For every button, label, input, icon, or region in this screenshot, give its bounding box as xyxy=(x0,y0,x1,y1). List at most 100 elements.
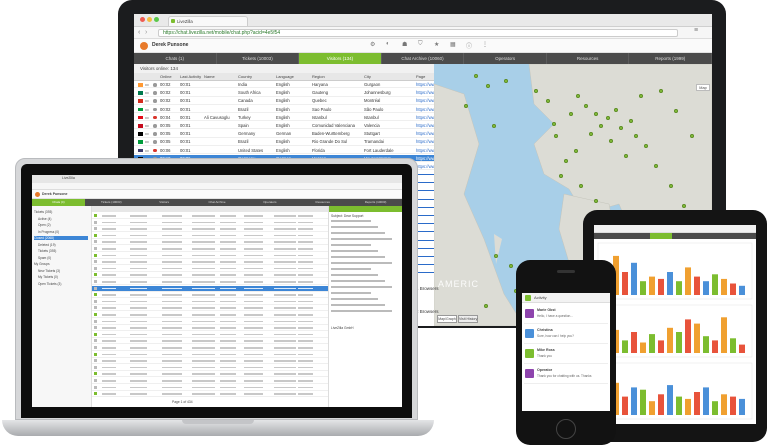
laptop-nav-tab[interactable]: Tickets (10003) xyxy=(101,200,122,204)
visitor-marker[interactable] xyxy=(594,199,598,203)
column-header[interactable]: Page xyxy=(416,74,426,79)
visitor-marker[interactable] xyxy=(464,104,468,108)
nav-tab[interactable]: Chats (1) xyxy=(134,53,217,64)
minimize-window-icon[interactable] xyxy=(147,17,152,22)
chat-bubble-icon[interactable]: ▭ xyxy=(145,131,149,137)
visitor-marker[interactable] xyxy=(669,184,673,188)
ticket-row[interactable] xyxy=(92,312,328,318)
ticket-row[interactable] xyxy=(92,338,328,345)
laptop-nav-tab[interactable]: Chat Archive xyxy=(208,200,226,204)
visitor-marker[interactable] xyxy=(484,304,488,308)
visitor-marker[interactable] xyxy=(552,122,556,126)
page-link[interactable] xyxy=(416,182,434,184)
cell-page[interactable]: https://www.livezilla.n xyxy=(416,90,434,96)
nav-tab[interactable]: Resources xyxy=(547,53,630,64)
cell-page[interactable]: https://www.livezilla.n xyxy=(416,139,434,145)
visitor-marker[interactable] xyxy=(546,99,550,103)
tree-item[interactable]: My Tickets (0) xyxy=(38,275,58,279)
ticket-row[interactable] xyxy=(92,332,328,338)
cell-page[interactable]: https://www.livezilla.n xyxy=(416,155,434,161)
visitor-marker[interactable] xyxy=(659,89,663,93)
page-link[interactable] xyxy=(416,198,434,200)
cell-page[interactable]: https://www.livezilla.n xyxy=(416,131,434,137)
visitor-marker[interactable] xyxy=(564,159,568,163)
visitor-marker[interactable] xyxy=(474,74,478,78)
visitor-marker[interactable] xyxy=(584,104,588,108)
visitor-marker[interactable] xyxy=(654,164,658,168)
visitor-row[interactable]: ▭ 00:05 00:01 Brazil English Rio Grande Do Su… xyxy=(134,138,434,146)
laptop-nav-tab[interactable]: Visitors xyxy=(159,200,170,204)
visitor-row[interactable]: ▭ 00:02 00:01 Canada English Quebec Montréal ht… xyxy=(134,97,434,105)
column-header[interactable]: City xyxy=(364,74,371,79)
tree-item[interactable]: Open (2) xyxy=(38,223,51,227)
ticket-row[interactable] xyxy=(92,246,328,252)
visitor-marker[interactable] xyxy=(619,126,623,130)
visitor-marker[interactable] xyxy=(534,89,538,93)
laptop-nav-tab[interactable]: Resources xyxy=(315,200,330,204)
tablet-active-tab[interactable] xyxy=(650,233,672,239)
laptop-address-bar[interactable] xyxy=(32,183,402,190)
ticket-row[interactable] xyxy=(92,365,328,371)
tree-item[interactable]: Deleted (19) xyxy=(38,242,56,247)
page-link[interactable] xyxy=(416,239,434,241)
ticket-row[interactable] xyxy=(92,213,328,219)
tree-item[interactable]: Tickets (393) xyxy=(38,249,57,253)
visitor-marker[interactable] xyxy=(559,174,563,178)
cell-page[interactable]: https://www.livezilla.n xyxy=(416,123,434,128)
ticket-row[interactable] xyxy=(92,226,328,233)
cell-page[interactable]: https://www.livezilla.n xyxy=(416,98,434,104)
tree-item[interactable]: New Tickets (3) xyxy=(38,268,60,273)
map-button[interactable]: Map xyxy=(696,84,710,91)
visitor-marker[interactable] xyxy=(614,108,618,112)
ticket-row[interactable] xyxy=(92,385,328,391)
visitor-row[interactable]: ▭ 00:02 00:01 Brazil English Sao Paulo São Pau… xyxy=(134,106,434,113)
page-link[interactable] xyxy=(416,272,434,274)
users-icon[interactable]: ☗ xyxy=(402,42,408,48)
column-header[interactable]: Name xyxy=(204,74,215,79)
laptop-nav-tab[interactable]: Operators xyxy=(263,200,277,204)
visitor-marker[interactable] xyxy=(639,94,643,98)
cell-page[interactable]: https://www.livezilla.n xyxy=(416,147,434,153)
visitor-marker[interactable] xyxy=(569,112,573,116)
settings-icon[interactable]: ⚙ xyxy=(370,42,376,48)
info-icon[interactable]: ⓘ xyxy=(466,44,473,50)
ticket-row[interactable] xyxy=(92,358,328,365)
tree-item[interactable]: My Groups xyxy=(34,262,50,266)
tree-item[interactable]: Tickets (393) xyxy=(34,210,53,214)
chat-bubble-icon[interactable]: ▭ xyxy=(145,98,149,104)
nav-tab[interactable]: Visitors (134) xyxy=(299,53,382,64)
visitor-marker[interactable] xyxy=(629,119,633,123)
visitor-marker[interactable] xyxy=(554,134,558,138)
chat-bubble-icon[interactable]: ▭ xyxy=(145,90,149,96)
visitor-marker[interactable] xyxy=(690,134,694,138)
cell-page[interactable]: https://www.livezilla.n xyxy=(416,82,434,87)
tablet-home-button[interactable] xyxy=(668,427,678,433)
visitor-marker[interactable] xyxy=(574,149,578,153)
cell-page[interactable]: https://www.livezilla.n xyxy=(416,114,434,120)
ticket-row[interactable] xyxy=(92,239,328,246)
browser-tab[interactable]: LiveZilla xyxy=(168,16,248,26)
operator-avatar[interactable] xyxy=(140,42,148,50)
page-link[interactable] xyxy=(416,247,434,249)
visitor-marker[interactable] xyxy=(576,94,580,98)
visitor-marker[interactable] xyxy=(494,254,498,258)
chat-bubble-icon[interactable]: ▭ xyxy=(145,147,149,153)
column-header[interactable]: Online xyxy=(160,74,172,79)
visitor-row[interactable]: ▭ 00:05 00:01 Spain English Comunidad Valenci… xyxy=(134,122,434,130)
map-tab-visit-history[interactable]: Visit History xyxy=(458,315,478,323)
laptop-browser-tab[interactable]: LiveZilla xyxy=(62,176,75,180)
ticket-row[interactable] xyxy=(92,352,328,358)
page-link[interactable] xyxy=(416,256,434,257)
visitor-marker[interactable] xyxy=(606,116,610,120)
page-link[interactable] xyxy=(416,206,434,208)
ticket-row[interactable] xyxy=(92,272,328,279)
tree-item[interactable]: Spam (0) xyxy=(38,255,52,260)
visitor-marker[interactable] xyxy=(624,154,628,158)
laptop-avatar[interactable] xyxy=(35,192,40,197)
chat-message[interactable]: Marie Obst Hello, I have a question... xyxy=(524,307,608,324)
nav-tab[interactable]: Chat Archive (10060) xyxy=(382,53,465,64)
ticket-row[interactable] xyxy=(92,259,328,266)
ticket-row[interactable] xyxy=(92,233,328,239)
ticket-row[interactable] xyxy=(92,220,328,226)
visitor-marker[interactable] xyxy=(599,124,603,128)
